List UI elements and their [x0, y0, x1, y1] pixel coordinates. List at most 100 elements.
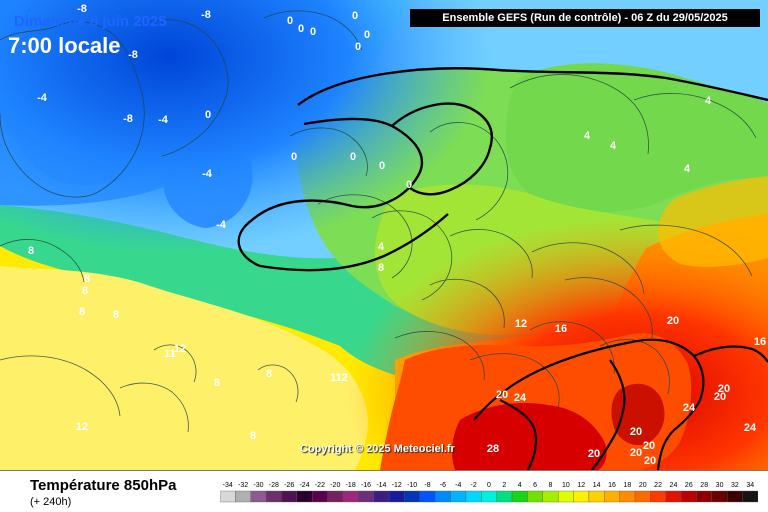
- legend-tick-label: -34: [223, 482, 233, 489]
- map-value-label: 4: [705, 95, 712, 107]
- legend-tick-label: 0: [487, 482, 491, 489]
- legend-tick-label: 22: [654, 482, 662, 489]
- legend-color-swatch: [511, 490, 528, 503]
- footer-panel: Température 850hPa (+ 240h) -34 -32 -30 -28…: [0, 470, 768, 512]
- map-value-label: 8: [113, 309, 119, 321]
- northeast-warm-edge: [657, 176, 768, 267]
- map-value-label: 0: [298, 23, 304, 35]
- map-value-label: 20: [588, 448, 600, 460]
- legend-color-swatch: [358, 490, 374, 503]
- legend-color-swatch: [542, 490, 559, 503]
- legend-tick-label: -30: [253, 482, 263, 489]
- map-value-label: 8: [28, 245, 34, 257]
- legend-color-swatch: [265, 490, 282, 503]
- legend-color-swatch: [388, 490, 405, 503]
- map-value-label: 12: [174, 343, 186, 355]
- legend-tick-label: 10: [562, 482, 570, 489]
- map-value-label: 20: [714, 391, 726, 403]
- legend-tick-label: 30: [716, 482, 724, 489]
- map-value-label: -8: [77, 3, 87, 15]
- map-value-label: 24: [514, 392, 527, 404]
- map-value-label: 0: [291, 151, 297, 163]
- map-value-label: -4: [158, 114, 169, 126]
- twenty-isotherm: [473, 338, 768, 470]
- hot-core: [452, 402, 607, 470]
- legend-tick-label: 18: [623, 482, 631, 489]
- map-value-label: -4: [202, 168, 213, 180]
- legend-color-swatch: [665, 490, 682, 503]
- map-value-label: 0: [310, 26, 316, 38]
- legend-color-swatch: [342, 490, 359, 503]
- legend-color-swatch: [604, 490, 620, 503]
- legend-tick-label: 24: [670, 482, 678, 489]
- legend-tick-label: 16: [608, 482, 616, 489]
- map-value-label: 20: [630, 426, 642, 438]
- run-title-bar: Ensemble GEFS (Run de contrôle) - 06 Z d…: [410, 9, 760, 27]
- map-value-label: -4: [37, 92, 48, 104]
- legend-tick-label: -10: [407, 482, 417, 489]
- legend-color-swatch: [327, 490, 344, 503]
- legend-tick-label: 34: [746, 482, 754, 489]
- map-value-label: 0: [350, 151, 356, 163]
- map-value-label: 20: [630, 447, 642, 459]
- local-time: 7:00 locale: [8, 33, 121, 58]
- map-value-label: 20: [667, 315, 679, 327]
- map-value-label: -8: [123, 113, 133, 125]
- legend-tick-label: 2: [502, 482, 506, 489]
- legend-color-swatch: [419, 490, 436, 503]
- map-value-label: 8: [82, 285, 88, 297]
- legend-tick-label: -20: [330, 482, 340, 489]
- legend-color-swatch: [742, 490, 758, 503]
- legend-tick-label: 14: [593, 482, 601, 489]
- map-value-label: -8: [201, 9, 211, 21]
- map-value-label: 12: [76, 421, 88, 433]
- run-title: Ensemble GEFS (Run de contrôle) - 06 Z d…: [442, 12, 728, 24]
- map-value-label: 20: [644, 455, 656, 467]
- legend-color-swatch: [465, 490, 482, 503]
- legend-color-swatch: [312, 490, 328, 503]
- map-value-label: 8: [378, 262, 384, 274]
- parameter-title: Température 850hPa: [30, 477, 177, 494]
- legend-tick-label: 6: [533, 482, 537, 489]
- map-value-label: 24: [683, 402, 696, 414]
- legend-tick-label: -26: [284, 482, 294, 489]
- legend-tick-label: -28: [269, 482, 279, 489]
- legend-color-swatch: [435, 490, 451, 503]
- legend-color-swatch: [588, 490, 605, 503]
- legend-tick-label: 12: [577, 482, 585, 489]
- legend-tick-label: -16: [361, 482, 371, 489]
- legend-color-swatch: [650, 490, 666, 503]
- map-value-label: 11: [164, 348, 176, 360]
- legend-tick-label: 32: [731, 482, 739, 489]
- legend-tick-label: -18: [346, 482, 356, 489]
- map-value-label: 0: [287, 15, 293, 27]
- map-value-label: 112: [330, 372, 348, 384]
- map-value-label: 20: [643, 440, 655, 452]
- map-value-label: 28: [487, 443, 499, 455]
- map-value-label: 8: [250, 430, 256, 442]
- legend-color-swatch: [496, 490, 513, 503]
- legend-tick-label: 20: [639, 482, 647, 489]
- map-value-label: 4: [610, 140, 617, 152]
- map-value-label: 0: [352, 10, 358, 22]
- legend-color-swatch: [557, 490, 574, 503]
- map-value-label: 16: [754, 336, 766, 348]
- legend-tick-label: -4: [455, 482, 461, 489]
- legend-tick-label: 8: [549, 482, 553, 489]
- legend-color-swatch: [220, 490, 236, 503]
- legend-color-swatch: [281, 490, 298, 503]
- map-value-label: 0: [379, 160, 385, 172]
- legend-color-swatch: [696, 490, 713, 503]
- legend-color-swatch: [235, 490, 251, 503]
- legend-color-swatch: [727, 490, 743, 503]
- map-value-label: 8: [214, 377, 220, 389]
- map-value-label: 8: [84, 273, 90, 285]
- legend-color-swatch: [619, 490, 636, 503]
- legend-tick-label: 4: [518, 482, 522, 489]
- map-value-label: 20: [718, 383, 730, 395]
- map-value-label: 16: [555, 323, 567, 335]
- map-value-label: 0: [406, 179, 412, 191]
